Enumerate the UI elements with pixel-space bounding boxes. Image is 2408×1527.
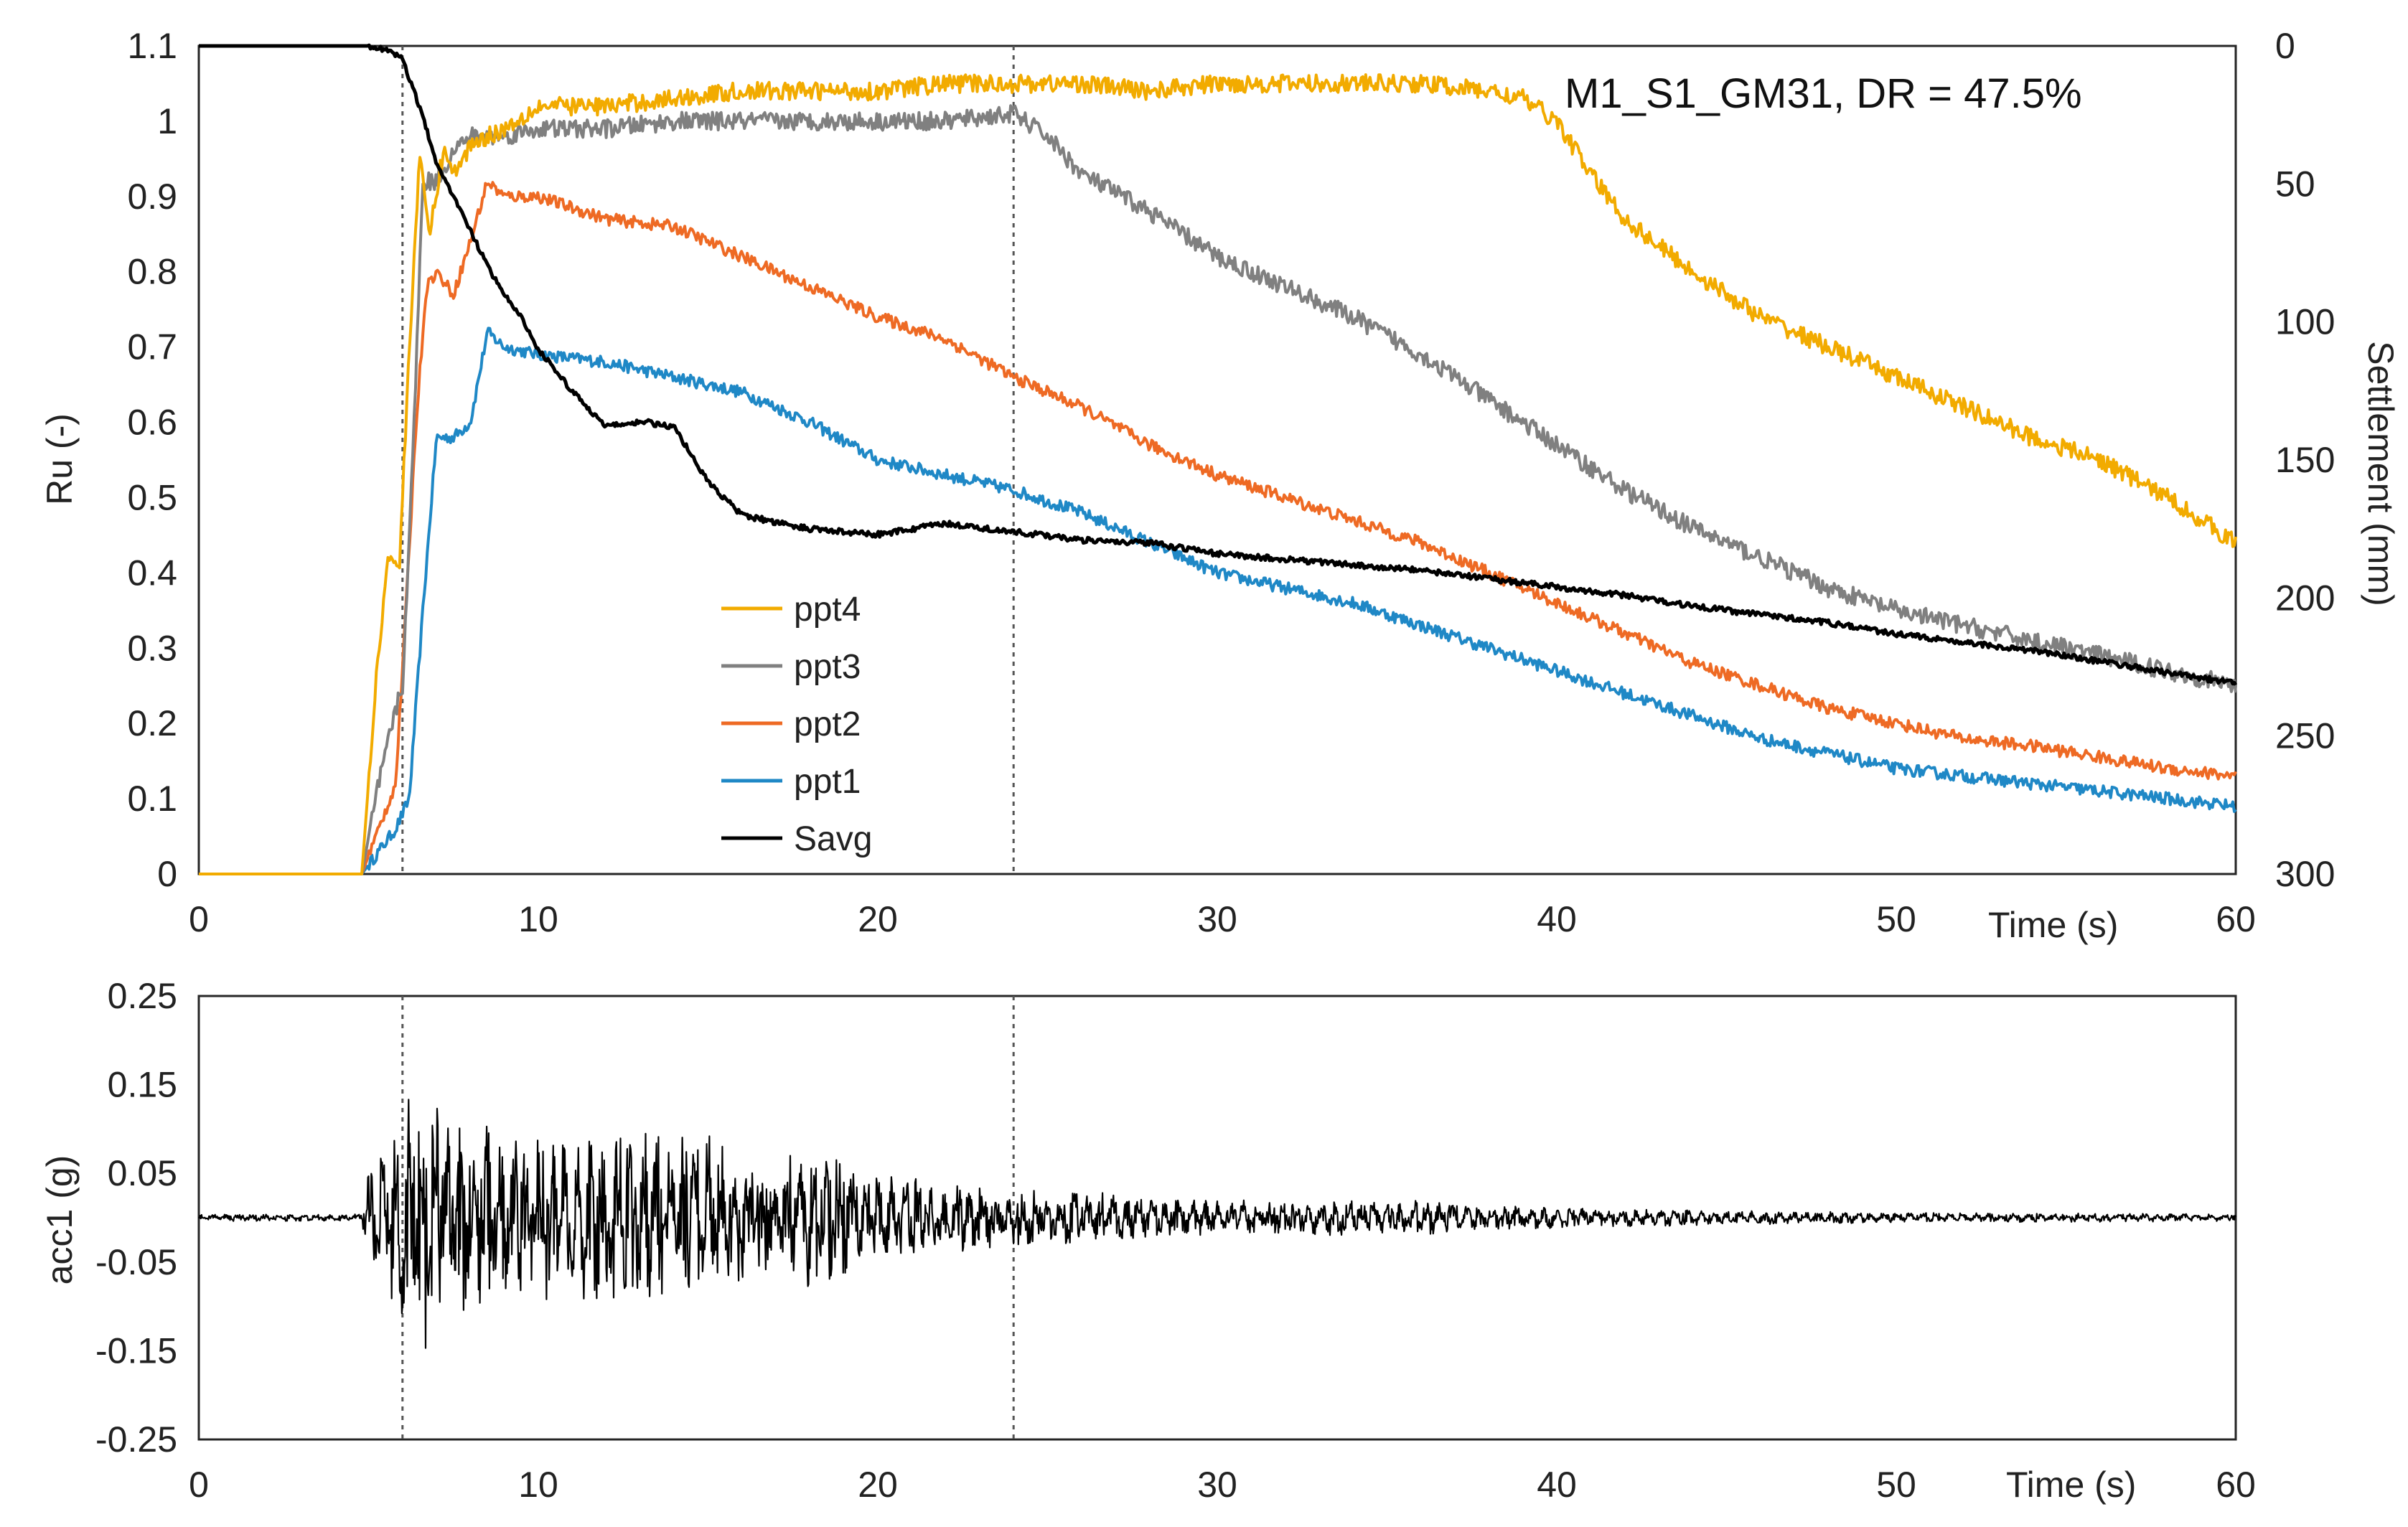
ru-tick-label: 0.6: [127, 403, 177, 443]
ru-tick-label: 0.3: [127, 628, 177, 668]
acc-tick-label: -0.15: [95, 1330, 177, 1371]
acc-axis-ticks: 0.25 0.15 0.05 -0.05 -0.15 -0.25: [95, 976, 177, 1460]
acc-axis-label: acc1 (g): [39, 1155, 80, 1285]
ru-tick-label: 1.1: [127, 26, 177, 66]
bottom-x-tick-label: 20: [858, 1465, 898, 1505]
ru-tick-label: 0: [157, 854, 177, 894]
settlement-tick-label: 50: [2275, 164, 2315, 204]
top-x-tick-label: 20: [858, 899, 898, 939]
ru-tick-label: 0.5: [127, 477, 177, 517]
series-line-Savg: [198, 43, 2238, 686]
ru-tick-label: 0.2: [127, 703, 177, 743]
acc-tick-label: 0.15: [108, 1065, 177, 1105]
bottom-series-lines: [198, 1099, 2237, 1349]
bottom-x-tick-label: 30: [1197, 1465, 1237, 1505]
legend-label-ppt4: ppt4: [794, 591, 861, 629]
top-x-axis-ticks: 0 10 20 30 40 50 60: [189, 899, 2256, 939]
settlement-tick-label: 100: [2275, 302, 2335, 342]
settlement-tick-label: 300: [2275, 854, 2335, 894]
bottom-x-axis-label: Time (s): [2006, 1465, 2136, 1505]
legend-label-ppt3: ppt3: [794, 648, 861, 686]
legend-label-Savg: Savg: [794, 820, 872, 858]
top-x-tick-label: 50: [1876, 899, 1916, 939]
ru-tick-label: 0.8: [127, 252, 177, 292]
top-x-axis-label: Time (s): [1988, 905, 2118, 945]
series-line-ppt1: [199, 326, 2237, 875]
acc-tick-label: 0.05: [108, 1153, 177, 1193]
legend: ppt4 ppt3 ppt2 ppt1 Savg: [721, 591, 872, 858]
settlement-tick-label: 150: [2275, 440, 2335, 480]
top-x-tick-label: 30: [1197, 899, 1237, 939]
ru-tick-label: 0.7: [127, 327, 177, 367]
series-line-ppt2: [199, 181, 2237, 875]
settlement-axis-label: Settlement (mm): [2361, 341, 2401, 606]
bottom-x-tick-label: 10: [518, 1465, 558, 1505]
bottom-x-tick-label: 40: [1537, 1465, 1577, 1505]
series-line-ppt4: [199, 73, 2237, 875]
settlement-tick-label: 200: [2275, 578, 2335, 618]
top-series-lines: [198, 43, 2238, 875]
ru-tick-label: 0.4: [127, 553, 177, 593]
bottom-x-axis-ticks: 0 10 20 30 40 50 60: [189, 1465, 2256, 1505]
legend-label-ppt1: ppt1: [794, 763, 861, 801]
top-x-tick-label: 60: [2216, 899, 2256, 939]
series-line-ppt3: [199, 104, 2237, 875]
settlement-axis-ticks: 0 50 100 150 200 250 300: [2275, 26, 2335, 894]
bottom-x-tick-label: 50: [1876, 1465, 1916, 1505]
settlement-tick-label: 0: [2275, 26, 2295, 66]
top-x-tick-label: 40: [1537, 899, 1577, 939]
settlement-tick-label: 250: [2275, 716, 2335, 756]
acc-tick-label: -0.25: [95, 1419, 177, 1460]
acceleration-plot: 0.25 0.15 0.05 -0.05 -0.15 -0.25 0 10 20 30 40 50 6…: [39, 976, 2256, 1505]
top-plot-frame: [197, 44, 2237, 875]
acc-tick-label: 0.25: [108, 976, 177, 1016]
acc-tick-label: -0.05: [95, 1242, 177, 1282]
ru-tick-label: 0.1: [127, 779, 177, 819]
legend-label-ppt2: ppt2: [794, 705, 861, 743]
ru-axis-ticks: 0 0.1 0.2 0.3 0.4 0.5 0.6 0.7 0.8 0.9 1 1.1: [127, 26, 177, 894]
top-x-tick-label: 10: [518, 899, 558, 939]
top-vertical-markers: [401, 46, 1015, 874]
top-x-tick-label: 0: [189, 899, 209, 939]
bottom-x-tick-label: 60: [2216, 1465, 2256, 1505]
ru-settlement-plot: 00.10.20.30.40.50.60.70.80.911.1 0501001…: [39, 26, 2401, 945]
chart-title: M1_S1_GM31, DR = 47.5%: [1565, 70, 2082, 117]
bottom-x-tick-label: 0: [189, 1465, 209, 1505]
ru-axis-label: Ru (-): [39, 413, 80, 505]
ru-tick-label: 1: [157, 101, 177, 141]
series-line-acc1: [198, 1099, 2237, 1349]
ru-tick-label: 0.9: [127, 177, 177, 217]
